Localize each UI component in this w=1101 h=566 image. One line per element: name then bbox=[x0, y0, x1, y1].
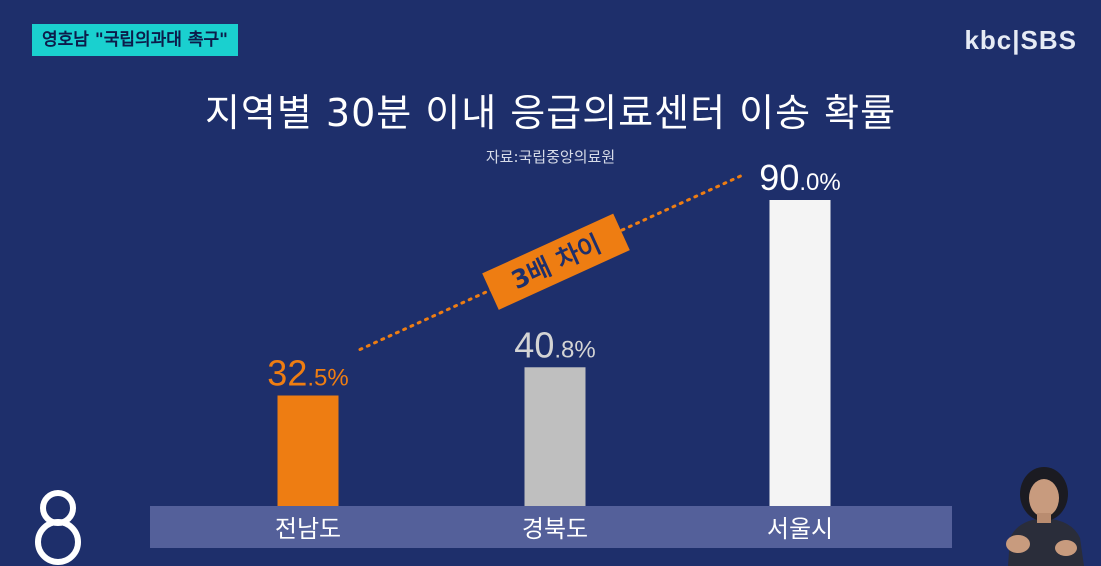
annotation-tag-text: 3배 차이 bbox=[507, 229, 606, 295]
comparison-dotted-line bbox=[358, 172, 747, 351]
comparison-annotation: 3배 차이 bbox=[358, 172, 747, 351]
topic-badge: 영호남 "국립의과대 촉구" bbox=[32, 24, 238, 56]
broadcaster-logo: kbc|SBS bbox=[964, 25, 1077, 55]
category-labels-group: 전남도 경북도 서울시 bbox=[275, 515, 833, 543]
bar-1 bbox=[277, 395, 339, 506]
annotation-tag: 3배 차이 bbox=[482, 213, 630, 310]
bar-3 bbox=[769, 200, 831, 506]
chart-title: 지역별 30분 이내 응급의료센터 이송 확률 bbox=[204, 91, 897, 135]
value-label-3: 90.0% bbox=[759, 157, 840, 198]
category-label-2: 경북도 bbox=[522, 515, 588, 543]
category-label-1: 전남도 bbox=[275, 515, 341, 543]
value-labels-group: 32.5% 40.8% 90.0% bbox=[267, 157, 840, 394]
category-label-3: 서울시 bbox=[767, 515, 833, 543]
sign-language-interpreter-image bbox=[988, 458, 1101, 566]
bar-2 bbox=[524, 367, 586, 506]
category-axis-band bbox=[150, 506, 952, 548]
chart-source: 자료:국립중앙의료원 bbox=[485, 148, 616, 166]
channel-8-icon bbox=[35, 490, 81, 565]
value-label-1: 32.5% bbox=[267, 353, 348, 394]
annotation-tag-background bbox=[482, 213, 630, 310]
bars-group bbox=[277, 200, 831, 506]
value-label-2: 40.8% bbox=[514, 324, 595, 365]
